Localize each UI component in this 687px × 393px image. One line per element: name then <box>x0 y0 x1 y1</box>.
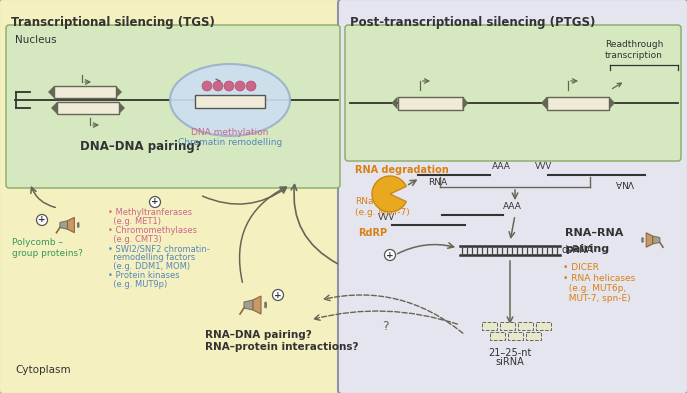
Text: (e.g. MUT6p,: (e.g. MUT6p, <box>563 284 626 293</box>
Text: • Protein kinases: • Protein kinases <box>108 271 179 280</box>
FancyBboxPatch shape <box>500 322 515 330</box>
Text: Readthrough: Readthrough <box>605 40 663 49</box>
Wedge shape <box>372 176 406 212</box>
Text: (e.g. CMT3): (e.g. CMT3) <box>108 235 161 244</box>
FancyBboxPatch shape <box>195 95 265 108</box>
Text: ?: ? <box>382 320 388 333</box>
Polygon shape <box>51 102 57 114</box>
Text: VVV: VVV <box>535 162 552 171</box>
Polygon shape <box>392 97 398 110</box>
Text: group proteins?: group proteins? <box>12 249 83 258</box>
Text: (e.g. MUT-7): (e.g. MUT-7) <box>355 208 409 217</box>
Text: RNA–protein interactions?: RNA–protein interactions? <box>205 342 359 352</box>
Text: • Chromomethylases: • Chromomethylases <box>108 226 197 235</box>
Text: AAA: AAA <box>503 202 522 211</box>
Text: +: + <box>274 290 282 299</box>
FancyBboxPatch shape <box>536 322 551 330</box>
Circle shape <box>213 81 223 91</box>
FancyBboxPatch shape <box>482 322 497 330</box>
Text: (e.g. MUT9p): (e.g. MUT9p) <box>108 280 167 289</box>
FancyBboxPatch shape <box>490 332 505 340</box>
Text: transcription: transcription <box>605 51 663 60</box>
Text: 21–25-nt: 21–25-nt <box>488 348 532 358</box>
Text: RNA–RNA: RNA–RNA <box>565 228 623 238</box>
Text: • DICER: • DICER <box>563 263 599 272</box>
FancyBboxPatch shape <box>518 322 533 330</box>
Polygon shape <box>48 86 54 98</box>
Circle shape <box>273 290 284 301</box>
Text: RdRP: RdRP <box>358 228 387 238</box>
FancyBboxPatch shape <box>398 97 462 110</box>
Circle shape <box>235 81 245 91</box>
Text: DNA–DNA pairing?: DNA–DNA pairing? <box>80 140 201 153</box>
Polygon shape <box>60 221 67 229</box>
Text: RNA–DNA pairing?: RNA–DNA pairing? <box>205 330 312 340</box>
Text: remodelling factors: remodelling factors <box>108 253 195 262</box>
Polygon shape <box>609 97 615 110</box>
Text: • Methyltranferases: • Methyltranferases <box>108 208 192 217</box>
Ellipse shape <box>170 64 290 136</box>
FancyBboxPatch shape <box>338 0 687 393</box>
Polygon shape <box>646 233 653 247</box>
Text: (e.g. DDM1, MOM): (e.g. DDM1, MOM) <box>108 262 190 271</box>
Circle shape <box>246 81 256 91</box>
Text: Nucleus: Nucleus <box>15 35 56 45</box>
Text: VVV: VVV <box>378 213 395 222</box>
Text: DNA methylation: DNA methylation <box>191 128 269 137</box>
FancyBboxPatch shape <box>547 97 609 110</box>
Text: Chromatin remodelling: Chromatin remodelling <box>178 138 282 147</box>
FancyBboxPatch shape <box>345 25 681 161</box>
Text: siRNA: siRNA <box>495 357 524 367</box>
FancyBboxPatch shape <box>508 332 523 340</box>
Circle shape <box>202 81 212 91</box>
Polygon shape <box>244 300 253 310</box>
Polygon shape <box>462 97 469 110</box>
FancyBboxPatch shape <box>57 102 119 114</box>
Text: Polycomb –: Polycomb – <box>12 238 63 247</box>
Text: pairing: pairing <box>565 244 609 254</box>
Polygon shape <box>116 86 122 98</box>
Polygon shape <box>67 217 74 233</box>
Polygon shape <box>541 97 547 110</box>
Text: +: + <box>386 250 394 259</box>
Circle shape <box>385 250 396 261</box>
FancyBboxPatch shape <box>526 332 541 340</box>
Text: Cytoplasm: Cytoplasm <box>15 365 71 375</box>
Text: RNase: RNase <box>355 197 384 206</box>
Text: AAA: AAA <box>492 162 511 171</box>
Text: Transcriptional silencing (TGS): Transcriptional silencing (TGS) <box>11 16 215 29</box>
Polygon shape <box>253 296 261 314</box>
FancyBboxPatch shape <box>0 0 342 393</box>
Text: +: + <box>151 198 159 206</box>
Text: dsRNA: dsRNA <box>562 245 594 255</box>
Polygon shape <box>119 102 125 114</box>
Text: Post-transcriptional silencing (PTGS): Post-transcriptional silencing (PTGS) <box>350 16 596 29</box>
FancyBboxPatch shape <box>54 86 116 98</box>
Text: • SWI2/SNF2 chromatin-: • SWI2/SNF2 chromatin- <box>108 244 210 253</box>
Circle shape <box>224 81 234 91</box>
Text: +: + <box>38 215 46 224</box>
Circle shape <box>36 215 47 226</box>
Circle shape <box>150 196 161 208</box>
Polygon shape <box>653 236 660 244</box>
Text: (e.g. MET1): (e.g. MET1) <box>108 217 161 226</box>
Text: RNA degradation: RNA degradation <box>355 165 449 175</box>
Text: MUT-7, spn-E): MUT-7, spn-E) <box>563 294 631 303</box>
Text: RNA: RNA <box>428 178 447 187</box>
Text: • RNA helicases: • RNA helicases <box>563 274 635 283</box>
Text: VNA: VNA <box>614 178 633 187</box>
FancyBboxPatch shape <box>6 25 340 188</box>
